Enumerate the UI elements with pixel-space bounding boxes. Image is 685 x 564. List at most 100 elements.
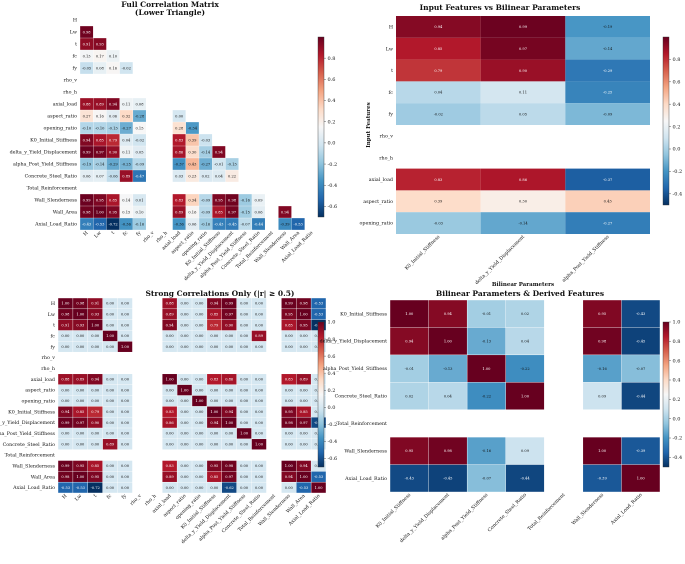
colorbar-tick-label: 0.8 xyxy=(673,339,681,345)
heatmap-cell xyxy=(119,62,133,74)
cell-value: -0.03 xyxy=(434,221,444,225)
cell-value: 0.00 xyxy=(106,464,115,468)
heatmap-cell xyxy=(73,341,88,352)
heatmap-cell xyxy=(73,298,88,309)
heatmap-cell xyxy=(505,327,545,355)
row-label: fy xyxy=(51,344,56,350)
heatmap-cell xyxy=(396,37,481,60)
cell-value: -0.13 xyxy=(482,339,492,343)
cell-value: 0.99 xyxy=(61,464,70,468)
row-label: t xyxy=(75,42,77,48)
heatmap-cell xyxy=(73,482,88,493)
cell-value: -0.09 xyxy=(201,210,211,214)
heatmap-cell xyxy=(162,471,177,482)
cell-value: -0.43 xyxy=(405,477,415,481)
cell-value: 0.90 xyxy=(91,421,100,425)
heatmap-cell xyxy=(119,194,133,206)
cell-value: 0.00 xyxy=(76,334,85,338)
cell-value: 0.00 xyxy=(121,464,130,468)
cell-value: 1.00 xyxy=(315,486,324,490)
cell-value: 1.00 xyxy=(91,323,100,327)
heatmap-cell xyxy=(236,439,252,450)
colorbar-tick-label: -0.6 xyxy=(328,204,338,210)
cell-value: 0.00 xyxy=(181,475,190,479)
heatmap-cell xyxy=(117,428,133,439)
cell-value: 0.00 xyxy=(285,432,294,436)
cell-value: 0.00 xyxy=(61,334,70,338)
row-label: alpha_Post_Yield_Stiffness xyxy=(0,431,56,437)
heatmap-cell xyxy=(177,417,192,428)
heatmap-cell xyxy=(162,482,177,493)
cell-value: 1.00 xyxy=(76,313,85,317)
chart-title: Full Correlation Matrix xyxy=(121,0,219,9)
cell-value: 0.04 xyxy=(444,394,453,398)
column-label: H xyxy=(82,230,89,237)
heatmap-cell xyxy=(117,406,133,417)
heatmap-cell xyxy=(133,158,146,170)
cell-value: 0.00 xyxy=(76,345,85,349)
cell-value: 0.83 xyxy=(175,138,184,142)
cell-value: 1.00 xyxy=(181,388,190,392)
heatmap-cell xyxy=(221,460,237,472)
cell-value: 0.04 xyxy=(122,138,131,142)
cell-value: 0.98 xyxy=(61,313,70,317)
heatmap-cell xyxy=(583,382,622,410)
colorbar xyxy=(317,36,325,218)
colorbar-tick-label: -0.4 xyxy=(673,455,683,461)
cell-value: 0.89 xyxy=(106,443,115,447)
colorbar-tick-label: 0.4 xyxy=(328,371,336,377)
heatmap-cell xyxy=(192,374,207,385)
cell-value: 0.94 xyxy=(300,464,309,468)
heatmap-cell xyxy=(106,98,120,110)
cell-value: 0.94 xyxy=(444,312,453,316)
row-label: fc xyxy=(389,90,394,96)
cell-value: -0.62 xyxy=(225,486,234,490)
heatmap-cell xyxy=(390,355,429,383)
heatmap-cell xyxy=(221,309,237,320)
heatmap-cell xyxy=(80,38,94,50)
heatmap-cell xyxy=(296,341,311,352)
cell-value: -0.07 xyxy=(241,222,251,226)
cell-value: 0.00 xyxy=(255,432,264,436)
heatmap-cell xyxy=(236,406,252,417)
cell-value: 0.00 xyxy=(240,475,249,479)
colorbar-tick-label: 0.4 xyxy=(328,98,336,104)
cell-value: -0.27 xyxy=(201,162,211,166)
cell-value: 0.00 xyxy=(240,323,249,327)
cell-value: -0.01 xyxy=(482,312,491,316)
cell-value: 0.00 xyxy=(166,399,175,403)
cell-value: 0.79 xyxy=(91,410,100,414)
heatmap-cell xyxy=(172,134,186,146)
heatmap-cell xyxy=(133,146,146,158)
heatmap-cell xyxy=(251,374,267,385)
row-label: fy xyxy=(73,66,78,72)
heatmap-cell xyxy=(505,464,545,492)
heatmap-cell xyxy=(251,471,267,482)
cell-value: 0.89 xyxy=(255,334,264,338)
heatmap-cell xyxy=(207,482,222,493)
cell-value: 1.00 xyxy=(285,464,294,468)
colorbar xyxy=(662,36,670,206)
heatmap-cell xyxy=(251,428,267,439)
heatmap-cell xyxy=(192,384,207,396)
heatmap-cell xyxy=(80,170,94,182)
heatmap-cell xyxy=(177,460,192,472)
heatmap-cell xyxy=(281,428,297,439)
cell-value: 0.00 xyxy=(181,302,190,306)
heatmap-cell xyxy=(396,168,481,191)
row-label: axial_load xyxy=(53,102,77,108)
heatmap-cell xyxy=(177,428,192,439)
heatmap-cell xyxy=(225,206,239,218)
heatmap-cell xyxy=(177,395,192,407)
cell-value: 0.95 xyxy=(285,410,294,414)
row-label: Wall_Area xyxy=(53,210,77,216)
heatmap-cell xyxy=(93,62,107,74)
heatmap-cell xyxy=(278,218,292,230)
heatmap-cell xyxy=(251,298,267,309)
cell-value: 0.00 xyxy=(121,475,130,479)
cell-value: -0.28 xyxy=(135,114,145,118)
heatmap-cell xyxy=(117,319,133,331)
heatmap-cell xyxy=(102,374,118,385)
row-label: rho_v xyxy=(64,78,78,84)
cell-value: 0.00 xyxy=(285,443,294,447)
